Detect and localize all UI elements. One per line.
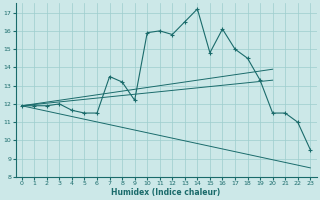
X-axis label: Humidex (Indice chaleur): Humidex (Indice chaleur) — [111, 188, 221, 197]
